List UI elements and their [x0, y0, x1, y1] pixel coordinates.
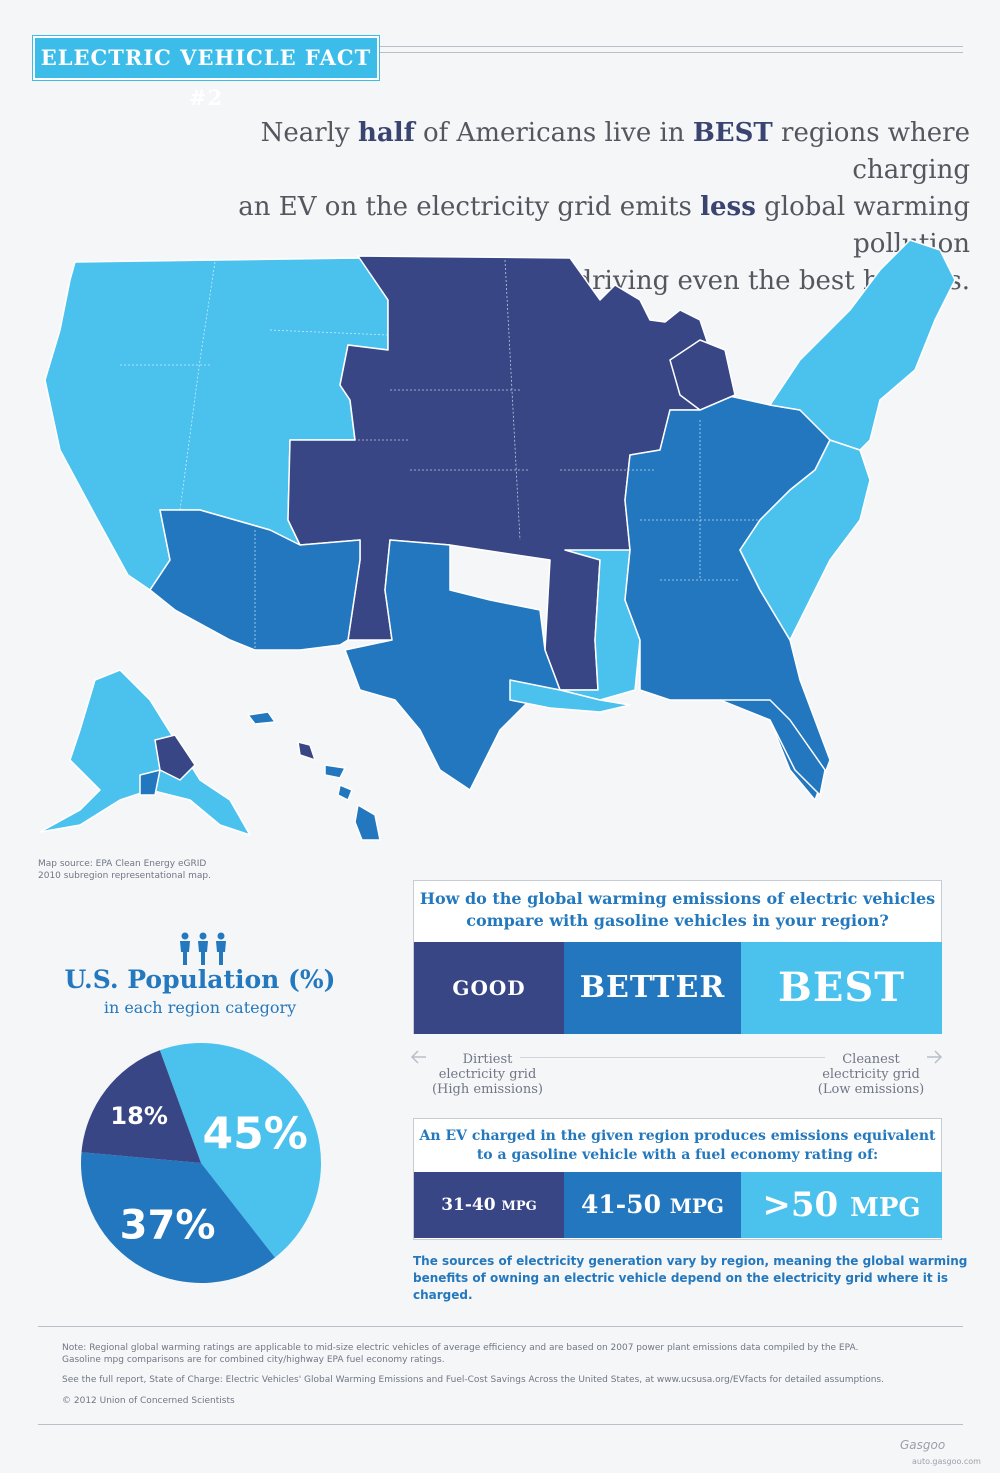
region-florida-better [719, 699, 826, 796]
region-eastcoast-best [739, 439, 871, 641]
region-alaska-good [154, 734, 196, 781]
comparison-question: How do the global warming emissions of e… [419, 889, 936, 930]
population-subtitle: in each region category [103, 998, 297, 1017]
mpg-good: 31-40 MPG [414, 1172, 564, 1238]
scale-dirtiest-label: Dirtiest electricity grid (High emission… [431, 1052, 543, 1097]
pie-label-2: 18% [110, 1102, 167, 1130]
category-best: BEST [741, 942, 942, 1034]
region-hawaii-4 [337, 784, 353, 801]
pie-slice-0 [159, 1043, 322, 1258]
region-hawaii-1 [247, 711, 276, 725]
mpg-explainer: An EV charged in the given region produc… [419, 1128, 936, 1163]
watermark-logo: Gasgoo [900, 1438, 946, 1452]
region-michigan-good [669, 339, 736, 411]
footer-copyright: © 2012 Union of Concerned Scientists [62, 1396, 235, 1406]
scale-cleanest-label: Cleanest electricity grid (Low emissions… [817, 1052, 925, 1097]
pie-slice-2 [81, 1050, 201, 1163]
people-icon [180, 932, 226, 965]
region-texas-better [344, 539, 561, 791]
footer-note: Note: Regional global warming ratings ar… [62, 1343, 859, 1365]
region-louisiana-best [509, 679, 631, 713]
region-alaska-better [139, 769, 161, 796]
pie-label-1: 37% [120, 1202, 216, 1248]
region-hawaii-2 [297, 741, 316, 761]
footer-rule-bottom [38, 1424, 963, 1425]
map-source: Map source: EPA Clean Energy eGRID 2010 … [38, 859, 211, 881]
footer-rule-top [38, 1326, 963, 1327]
scale-line [520, 1057, 825, 1058]
population-pie: 45% 37% 18% [80, 1043, 322, 1283]
footer-report: See the full report, State of Charge: El… [62, 1375, 884, 1385]
region-hawaii-5 [354, 804, 381, 841]
fact-badge: ELECTRIC VEHICLE FACT #2 [33, 36, 379, 110]
sources-note: The sources of electricity generation va… [413, 1254, 968, 1302]
region-northeast-best [769, 239, 956, 451]
population-title: U.S. Population (%) [64, 965, 336, 994]
scale-arrow-left-icon [410, 1050, 426, 1064]
category-good: GOOD [414, 942, 564, 1034]
region-hawaii-3 [324, 764, 346, 779]
us-region-map [39, 239, 956, 841]
pie-label-0: 45% [203, 1108, 308, 1159]
mpg-better: 41-50 MPG [564, 1172, 741, 1238]
mpg-best: >50 MPG [741, 1172, 942, 1238]
scale-arrow-right-icon [927, 1050, 943, 1064]
pie-slice-1 [80, 1152, 275, 1283]
category-better: BETTER [564, 942, 741, 1034]
header-rule [380, 46, 963, 53]
region-alaska-best [39, 669, 251, 836]
watermark-url: auto.gasgoo.com [912, 1457, 981, 1466]
